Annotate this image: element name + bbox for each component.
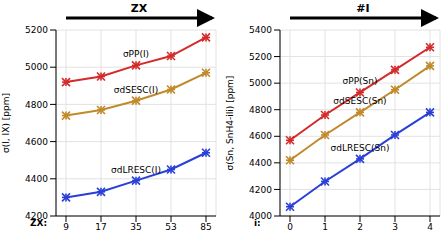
svg-text:2: 2 — [357, 222, 363, 232]
svg-text:#I: #I — [356, 2, 369, 15]
svg-text:5200: 5200 — [25, 25, 48, 35]
svg-text:35: 35 — [130, 222, 141, 232]
svg-text:σdSESC(Sn): σdSESC(Sn) — [333, 96, 386, 106]
svg-text:5000: 5000 — [25, 62, 48, 72]
svg-text:σPP(I): σPP(I) — [123, 49, 149, 59]
svg-text:3: 3 — [392, 222, 398, 232]
svg-text:4800: 4800 — [249, 105, 272, 115]
svg-text:ZX: ZX — [131, 2, 148, 15]
svg-text:4400: 4400 — [25, 174, 48, 184]
svg-text:σdLRESC(I): σdLRESC(I) — [111, 165, 161, 175]
svg-text:4600: 4600 — [25, 137, 48, 147]
svg-text:85: 85 — [200, 222, 211, 232]
svg-text:σPP(Sn): σPP(Sn) — [343, 76, 378, 86]
svg-text:4800: 4800 — [25, 100, 48, 110]
svg-text:0: 0 — [287, 222, 293, 232]
svg-text:9: 9 — [63, 222, 69, 232]
svg-text:1: 1 — [322, 222, 328, 232]
svg-text:σdSESC(I): σdSESC(I) — [114, 85, 159, 95]
svg-text:5200: 5200 — [249, 52, 272, 62]
svg-text:53: 53 — [165, 222, 176, 232]
svg-text:4200: 4200 — [249, 185, 272, 195]
svg-text:4: 4 — [427, 222, 433, 232]
svg-text:σdLRESC(Sn): σdLRESC(Sn) — [331, 143, 390, 153]
svg-text:5400: 5400 — [249, 25, 272, 35]
svg-text:σ(I, IX) [ppm]: σ(I, IX) [ppm] — [1, 93, 11, 153]
svg-text:5000: 5000 — [249, 78, 272, 88]
svg-text:17: 17 — [95, 222, 106, 232]
svg-text:4400: 4400 — [249, 158, 272, 168]
svg-text:σ(Sn, SnH4-iIi) [ppm]: σ(Sn, SnH4-iIi) [ppm] — [225, 76, 235, 171]
svg-text:4600: 4600 — [249, 131, 272, 141]
